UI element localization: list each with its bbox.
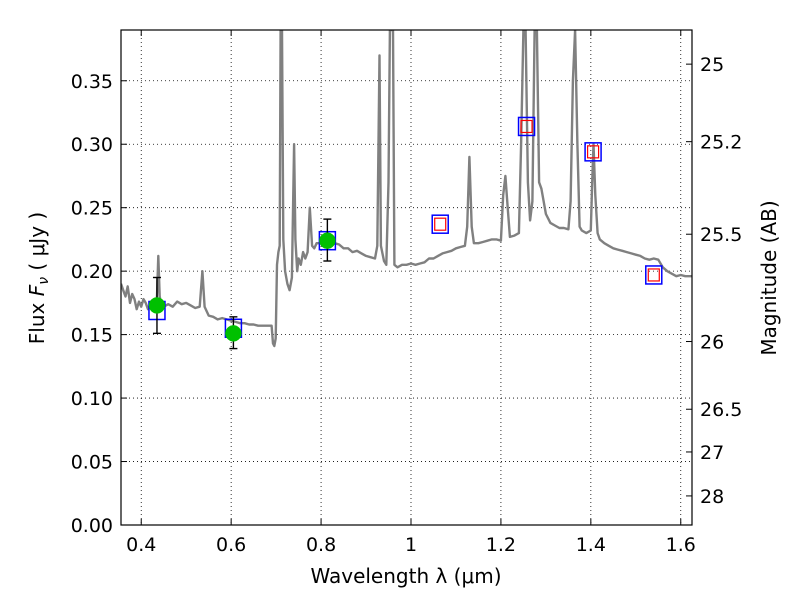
markers: [148, 116, 663, 350]
model-photometry-square: [645, 265, 663, 285]
y-tick-label: 0.20: [71, 261, 113, 283]
model-photometry-square: [584, 142, 602, 162]
predicted-square: [586, 145, 600, 159]
x-tick-label: 1.4: [576, 534, 606, 556]
y-tick-label: 0.00: [71, 515, 113, 537]
x-tick-label: 0.6: [216, 534, 246, 556]
plot-frame: [120, 29, 693, 526]
y2-tick-label: 28: [700, 486, 724, 508]
model-photometry-square: [517, 116, 536, 137]
y-tick-label: 0.25: [71, 198, 113, 220]
x-tick-label: 1.6: [666, 534, 696, 556]
y-tick-label: 0.15: [71, 325, 113, 347]
observed-photometry-point: [319, 232, 336, 249]
observed-photometry-point: [148, 297, 166, 314]
y2-tick-label: 27: [700, 442, 724, 464]
y-axis-label: Flux Fν ( μJy ): [25, 212, 52, 344]
observed-photometry-point: [225, 325, 242, 342]
x-tick-label: 1: [405, 534, 417, 556]
y2-tick-label: 26: [700, 332, 724, 354]
axis-ticks: 0.4 0.6 0.8 1 1.2 1.4 1.6 0.00 0.05 0.10 0.15 0.20 0…: [71, 30, 742, 556]
model-sed-line: [121, 30, 692, 348]
y-tick-label: 0.10: [71, 388, 113, 410]
y2-tick-label: 25.2: [700, 132, 742, 154]
y-tick-label: 0.05: [71, 452, 113, 474]
y2-tick-label: 26.5: [700, 399, 742, 421]
predicted-square: [647, 268, 660, 282]
y2-tick-label: 25.5: [700, 224, 742, 246]
x-tick-label: 0.8: [306, 534, 336, 556]
y-tick-label: 0.30: [71, 134, 113, 156]
model-photometry-square: [431, 214, 449, 234]
y2-tick-label: 25: [700, 54, 724, 76]
grid-lines: [121, 30, 692, 526]
y2-axis-label: Magnitude (AB): [757, 200, 781, 355]
x-tick-label: 0.4: [126, 534, 156, 556]
x-axis-label: Wavelength λ (μm): [310, 564, 501, 588]
predicted-square: [520, 119, 533, 134]
y-tick-label: 0.35: [71, 71, 113, 93]
predicted-square: [434, 217, 447, 231]
plot-area: [121, 30, 692, 348]
x-tick-label: 1.2: [486, 534, 516, 556]
